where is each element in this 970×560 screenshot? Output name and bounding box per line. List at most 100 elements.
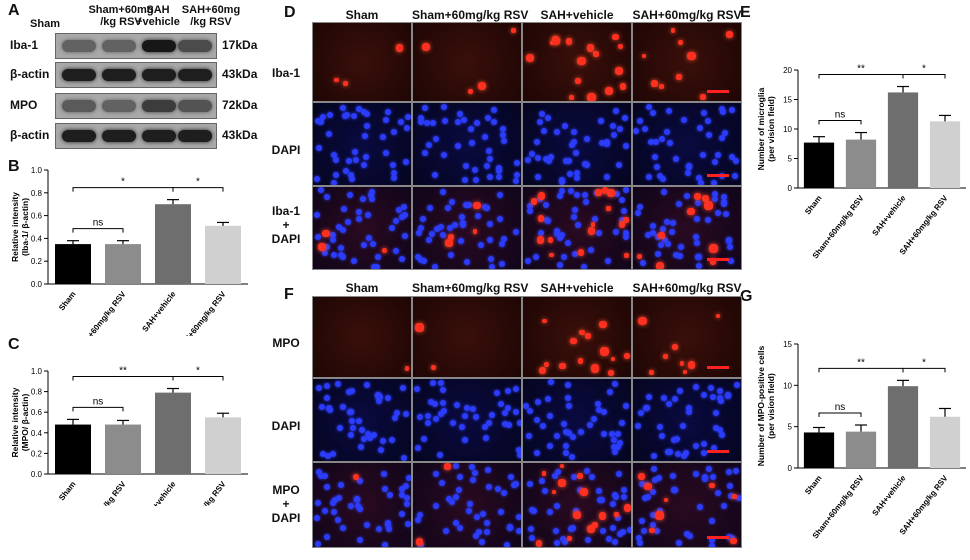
nucleus-dot [335,380,342,387]
nucleus-dot [482,204,489,211]
bar-chart-e: 0 5 10 15 20 Number of microglia(per vision f… [756,64,966,260]
nucleus-dot [712,190,719,197]
nucleus-dot [664,240,671,247]
nucleus-dot [595,229,602,236]
nucleus-dot [583,467,590,474]
y-tick-label: 5 [788,155,793,164]
stained-cell [572,510,581,519]
nucleus-dot [313,515,320,522]
significance-bracket [72,406,124,412]
stained-cell [637,254,643,260]
nucleus-dot [559,187,566,194]
nucleus-dot [456,525,463,532]
bar-chart-c: 0.0 0.2 0.4 0.6 0.8 1.0 Relative intensity(MPO… [10,366,248,506]
x-tick-label: SAH+60mg/kg RSV [898,473,950,536]
nucleus-dot [363,111,370,118]
nucleus-dot [380,470,387,477]
nucleus-dot [463,162,470,169]
nucleus-dot [329,500,336,507]
nucleus-dot [505,388,512,395]
stained-cell [343,80,349,86]
nucleus-dot [490,118,497,125]
micro-row-label: Iba-1 [262,66,310,80]
nucleus-dot [469,463,476,470]
stained-cell [551,36,560,45]
stained-cell [607,369,614,376]
nucleus-dot [455,119,462,126]
nucleus-dot [615,444,622,451]
stained-cell [612,33,619,41]
y-axis-label-line: (MPO/ β-actin) [20,394,30,452]
significance-bracket [902,367,946,373]
nucleus-dot [385,519,392,526]
nucleus-dot [513,229,520,236]
nucleus-dot [415,253,422,260]
nucleus-dot [692,383,699,390]
nucleus-dot [497,508,504,515]
nucleus-dot [710,474,717,481]
scale-bar [707,174,729,177]
nucleus-dot [379,437,386,444]
micrograph-cell [522,186,632,270]
nucleus-dot [595,401,602,408]
significance-bracket [818,412,862,418]
nucleus-dot [385,526,392,533]
y-tick-label: 0.6 [31,408,43,417]
significance-label: ** [857,357,865,368]
nucleus-dot [591,416,598,423]
nucleus-dot [648,138,655,145]
nucleus-dot [455,486,462,493]
micrograph-cell [632,22,742,102]
nucleus-dot [438,411,445,418]
nucleus-dot [621,208,628,214]
nucleus-dot [581,263,588,269]
micrograph-cell [522,102,632,186]
nucleus-dot [570,474,577,481]
micrograph-cell [522,462,632,548]
nucleus-dot [315,117,322,124]
x-tick-label: Sham [803,194,824,217]
nucleus-dot [618,217,625,224]
blot-kda-label: 17kDa [222,38,258,52]
nucleus-dot [552,528,559,535]
nucleus-dot [626,526,631,533]
nucleus-dot [524,257,531,264]
stained-cell [569,94,575,100]
stained-cell [579,329,585,336]
nucleus-dot [493,390,500,397]
stained-cell [396,44,404,52]
nucleus-dot [709,517,716,524]
micrograph-cell [522,22,632,102]
stained-cell [693,192,701,201]
stained-cell [659,84,665,89]
stained-cell [537,215,545,222]
stained-cell [731,493,738,499]
nucleus-dot [337,244,344,251]
significance-bracket [72,187,174,192]
nucleus-dot [403,410,410,417]
nucleus-dot [606,535,613,542]
stained-cell [577,248,585,256]
nucleus-dot [323,534,330,541]
nucleus-dot [497,400,504,407]
nucleus-dot [318,403,325,410]
nucleus-dot [645,231,652,238]
nucleus-dot [640,260,647,267]
nucleus-dot [429,120,436,127]
nucleus-dot [419,216,426,223]
y-tick-label: 1.0 [31,367,43,376]
stained-cell [444,463,452,470]
nucleus-dot [610,131,617,138]
nucleus-dot [700,110,707,116]
nucleus-dot [516,451,521,458]
nucleus-dot [417,118,424,125]
stained-cell [542,471,547,476]
nucleus-dot [526,481,533,488]
micro-col-header: SAH+60mg/kg RSV [632,8,742,22]
micrograph-cell [522,296,632,378]
stained-cell [558,478,567,487]
nucleus-dot [636,204,643,211]
nucleus-dot [433,415,440,422]
nucleus-dot [733,467,740,474]
nucleus-dot [711,445,718,452]
